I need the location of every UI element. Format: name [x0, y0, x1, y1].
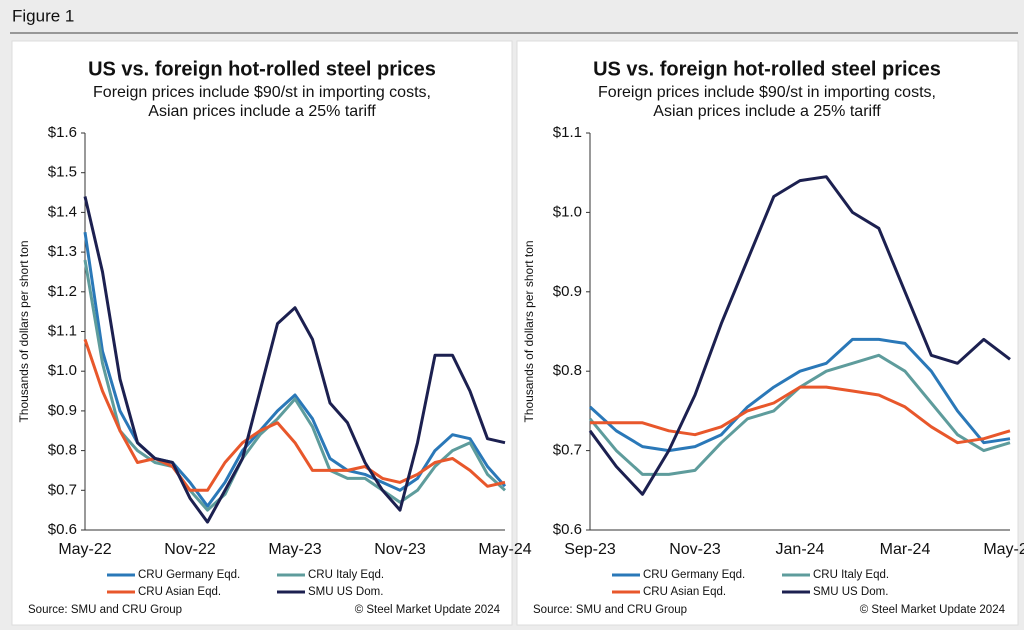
- y-axis-label: Thousands of dollars per short ton: [17, 240, 31, 422]
- chart-title: US vs. foreign hot-rolled steel prices: [593, 58, 941, 80]
- x-tick-label: May-24: [478, 541, 531, 558]
- x-tick-label: May-24: [983, 541, 1024, 558]
- x-tick-label: May-23: [268, 541, 321, 558]
- y-tick-label: $0.6: [48, 521, 77, 538]
- x-tick-label: Sep-23: [564, 541, 616, 558]
- x-tick-label: Nov-23: [374, 541, 426, 558]
- legend-label: CRU Asian Eqd.: [138, 586, 221, 598]
- y-axis-label: Thousands of dollars per short ton: [522, 240, 536, 422]
- x-tick-label: Mar-24: [880, 541, 931, 558]
- y-tick-label: $0.9: [553, 283, 582, 300]
- chart-subtitle: Asian prices include a 25% tariff: [653, 103, 881, 120]
- y-tick-label: $1.0: [553, 203, 582, 220]
- y-tick-label: $1.1: [48, 322, 77, 339]
- legend-label: CRU Germany Eqd.: [138, 569, 240, 581]
- figure-label: Figure 1: [12, 6, 74, 25]
- chart-subtitle: Asian prices include a 25% tariff: [148, 103, 376, 120]
- y-tick-label: $0.9: [48, 402, 77, 419]
- y-tick-label: $0.7: [553, 442, 582, 459]
- legend-label: CRU Asian Eqd.: [643, 586, 726, 598]
- y-tick-label: $0.6: [553, 521, 582, 538]
- panel: [11, 40, 513, 626]
- legend-label: SMU US Dom.: [308, 586, 383, 598]
- y-tick-label: $1.0: [48, 362, 77, 379]
- legend-label: CRU Italy Eqd.: [308, 569, 384, 581]
- x-tick-label: Jan-24: [776, 541, 825, 558]
- y-tick-label: $1.5: [48, 164, 77, 181]
- series-line: [83, 259, 507, 512]
- legend-label: SMU US Dom.: [813, 586, 888, 598]
- y-tick-label: $0.8: [48, 442, 77, 459]
- series-line: [590, 385, 1011, 445]
- y-tick-label: $1.2: [48, 283, 77, 300]
- source-note: Source: SMU and CRU Group: [28, 604, 182, 616]
- series-line: [588, 337, 1011, 453]
- y-tick-label: $1.3: [48, 243, 77, 260]
- chart-subtitle: Foreign prices include $90/st in importi…: [93, 84, 431, 101]
- legend-label: CRU Italy Eqd.: [813, 569, 889, 581]
- chart-subtitle: Foreign prices include $90/st in importi…: [598, 84, 936, 101]
- y-tick-label: $0.7: [48, 481, 77, 498]
- x-tick-label: Nov-22: [164, 541, 216, 558]
- series-line: [83, 196, 506, 524]
- y-tick-label: $1.4: [48, 203, 77, 220]
- source-note: Source: SMU and CRU Group: [533, 604, 687, 616]
- legend-label: CRU Germany Eqd.: [643, 569, 745, 581]
- x-tick-label: May-22: [58, 541, 111, 558]
- chart-title: US vs. foreign hot-rolled steel prices: [88, 58, 436, 80]
- y-tick-label: $0.8: [553, 362, 582, 379]
- credit-note: © Steel Market Update 2024: [355, 604, 501, 616]
- x-tick-label: Nov-23: [669, 541, 721, 558]
- credit-note: © Steel Market Update 2024: [860, 604, 1006, 616]
- y-tick-label: $1.1: [553, 124, 582, 141]
- series-line: [588, 175, 1011, 496]
- panel: [516, 40, 1019, 626]
- y-tick-label: $1.6: [48, 124, 77, 141]
